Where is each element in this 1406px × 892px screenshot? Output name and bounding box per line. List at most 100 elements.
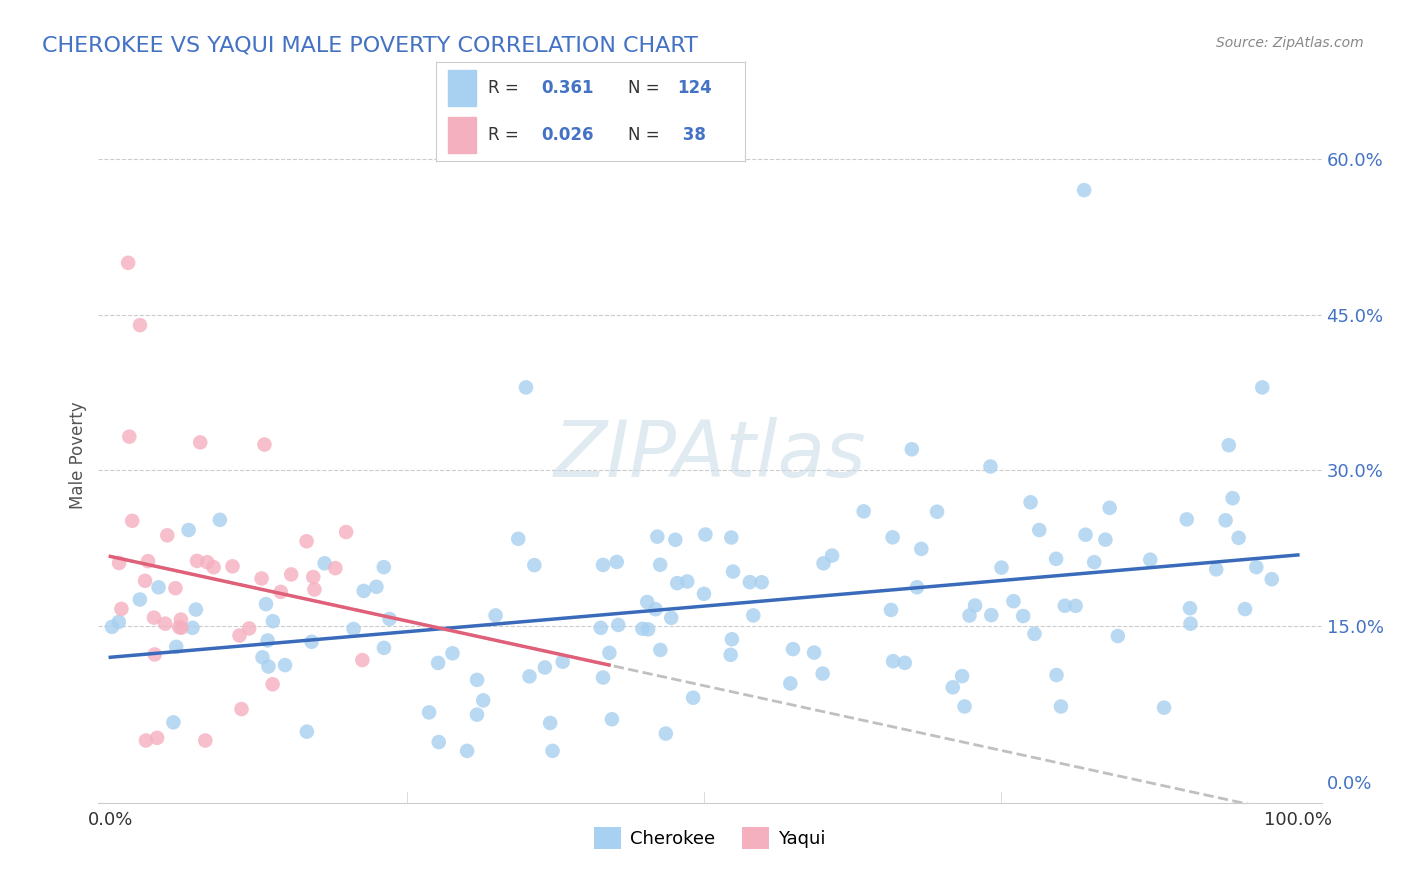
Point: [821, 549, 844, 563]
Point: [538, 716, 561, 731]
Point: [1024, 627, 1046, 641]
Point: [186, 554, 208, 568]
Point: [280, 567, 302, 582]
Point: [335, 524, 357, 539]
Y-axis label: Male Poverty: Male Poverty: [69, 401, 87, 508]
Point: [901, 442, 924, 457]
Point: [301, 634, 323, 648]
Point: [1139, 552, 1161, 566]
Point: [128, 592, 150, 607]
Point: [1222, 491, 1244, 506]
Point: [1019, 495, 1042, 509]
Point: [143, 648, 166, 662]
Text: 0.361: 0.361: [541, 79, 593, 97]
Point: [165, 581, 187, 595]
Point: [721, 565, 744, 579]
Point: [1261, 572, 1284, 586]
Point: [1205, 562, 1227, 576]
Point: [637, 623, 659, 637]
Point: [910, 541, 932, 556]
Text: ZIPAtlas: ZIPAtlas: [554, 417, 866, 493]
Point: [1050, 699, 1073, 714]
Point: [693, 587, 716, 601]
Point: [170, 621, 193, 635]
Text: R =: R =: [488, 126, 524, 144]
Point: [302, 570, 325, 584]
Point: [751, 575, 773, 590]
Point: [427, 656, 450, 670]
Point: [270, 585, 292, 599]
Point: [143, 610, 166, 624]
Point: [905, 580, 928, 594]
Point: [894, 656, 917, 670]
Point: [107, 615, 129, 629]
Point: [852, 504, 875, 518]
Point: [441, 646, 464, 660]
Point: [1053, 599, 1076, 613]
Point: [589, 621, 612, 635]
Point: [600, 712, 623, 726]
Point: [721, 632, 744, 647]
Point: [472, 693, 495, 707]
Point: [202, 560, 225, 574]
Point: [1233, 602, 1256, 616]
Point: [208, 513, 231, 527]
Point: [1251, 380, 1274, 394]
Point: [465, 707, 488, 722]
Point: [659, 611, 682, 625]
Point: [959, 608, 981, 623]
Point: [1153, 700, 1175, 714]
Point: [515, 380, 537, 394]
Point: [1028, 523, 1050, 537]
Point: [1064, 599, 1087, 613]
Point: [221, 559, 243, 574]
Point: [695, 527, 717, 541]
Point: [194, 733, 217, 747]
Point: [676, 574, 699, 589]
Point: [121, 514, 143, 528]
Point: [647, 530, 669, 544]
Point: [162, 715, 184, 730]
Point: [366, 580, 388, 594]
Text: 0.026: 0.026: [541, 126, 593, 144]
Point: [720, 531, 742, 545]
Point: [650, 643, 672, 657]
Point: [1074, 527, 1097, 541]
Point: [342, 622, 364, 636]
Point: [295, 534, 318, 549]
Point: [146, 731, 169, 745]
Text: 38: 38: [678, 126, 706, 144]
Point: [378, 612, 401, 626]
Legend: Cherokee, Yaqui: Cherokee, Yaqui: [586, 820, 834, 856]
Point: [456, 744, 478, 758]
Text: CHEROKEE VS YAQUI MALE POVERTY CORRELATION CHART: CHEROKEE VS YAQUI MALE POVERTY CORRELATI…: [42, 36, 697, 55]
Point: [118, 430, 141, 444]
Point: [165, 640, 187, 654]
Point: [738, 575, 761, 590]
Point: [262, 677, 284, 691]
Point: [257, 659, 280, 673]
Point: [980, 608, 1002, 623]
Point: [134, 574, 156, 588]
Point: [169, 620, 191, 634]
Point: [156, 528, 179, 542]
Point: [742, 608, 765, 623]
Point: [1215, 513, 1237, 527]
Point: [666, 576, 689, 591]
Point: [274, 658, 297, 673]
Point: [465, 673, 488, 687]
Point: [1073, 183, 1095, 197]
Point: [231, 702, 253, 716]
Point: [803, 646, 825, 660]
Point: [1246, 560, 1268, 574]
Point: [551, 655, 574, 669]
Point: [253, 437, 276, 451]
Point: [262, 614, 284, 628]
Point: [592, 558, 614, 572]
Point: [323, 561, 346, 575]
Point: [607, 618, 630, 632]
Point: [295, 724, 318, 739]
Point: [177, 523, 200, 537]
Point: [523, 558, 546, 573]
Point: [1083, 555, 1105, 569]
